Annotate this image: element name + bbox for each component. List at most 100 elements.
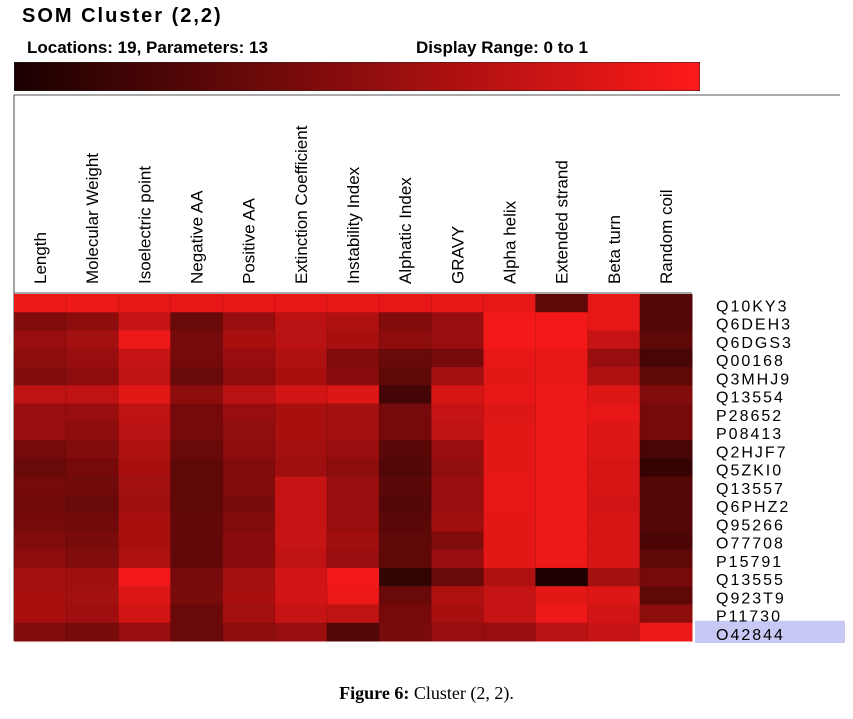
heatmap-cell xyxy=(535,440,589,459)
heatmap-cell xyxy=(326,367,380,386)
heatmap-cell xyxy=(431,476,484,496)
heatmap-cell xyxy=(222,549,276,569)
heatmap-cell xyxy=(274,476,328,496)
heatmap-cell xyxy=(379,330,432,350)
chart-title: SOM Cluster (2,2) xyxy=(22,5,223,27)
heatmap-cell xyxy=(639,330,693,350)
heatmap-cell xyxy=(431,586,484,605)
heatmap-cell xyxy=(118,586,171,605)
heatmap-cell xyxy=(14,567,67,587)
heatmap-cell xyxy=(431,312,484,332)
heatmap-cell xyxy=(274,586,328,605)
heatmap-cell xyxy=(170,294,224,313)
heatmap-cell xyxy=(379,385,432,405)
heatmap-cell xyxy=(379,476,432,496)
heatmap-cell xyxy=(274,458,328,478)
heatmap-cell xyxy=(66,513,119,532)
heatmap-cell xyxy=(587,367,641,386)
heatmap-cell xyxy=(639,421,693,441)
heatmap-cell xyxy=(222,513,276,532)
heatmap-cell xyxy=(483,330,537,350)
heatmap-cell xyxy=(639,458,693,478)
heatmap-cell xyxy=(222,312,276,332)
heatmap-cell xyxy=(483,476,537,496)
heatmap-cell xyxy=(14,458,67,478)
heatmap-cell xyxy=(66,549,119,569)
heatmap-cell xyxy=(379,367,432,386)
heatmap-cell xyxy=(535,494,589,514)
heatmap-cell xyxy=(14,494,67,514)
caption-text: Cluster (2, 2). xyxy=(409,683,514,703)
heatmap-cell xyxy=(118,385,171,405)
heatmap-cell xyxy=(118,403,171,423)
heatmap-cell xyxy=(274,622,328,642)
heatmap-cell xyxy=(483,403,537,423)
heatmap-cell xyxy=(326,348,380,368)
heatmap-cell xyxy=(379,567,432,587)
locations-parameters-text: Locations: 19, Parameters: 13 xyxy=(27,38,268,57)
heatmap-cell xyxy=(326,476,380,496)
heatmap-cell xyxy=(587,294,641,313)
heatmap-cell xyxy=(14,440,67,459)
heatmap-cell xyxy=(66,385,119,405)
heatmap-cell xyxy=(535,330,589,350)
heatmap-cell xyxy=(431,549,484,569)
heatmap-cell xyxy=(66,421,119,441)
heatmap-cell xyxy=(326,294,380,313)
heatmap-cell xyxy=(14,367,67,386)
heatmap-cell xyxy=(483,586,537,605)
heatmap-cell xyxy=(483,604,537,624)
heatmap-cell xyxy=(222,622,276,642)
heatmap-cell xyxy=(639,440,693,459)
heatmap-cell xyxy=(379,604,432,624)
heatmap-cell xyxy=(326,403,380,423)
heatmap-cell xyxy=(118,330,171,350)
row-label: P08413 xyxy=(716,426,783,443)
heatmap-cell xyxy=(326,549,380,569)
heatmap-cell xyxy=(118,494,171,514)
heatmap-cell xyxy=(535,312,589,332)
row-label: Q2HJF7 xyxy=(716,444,788,461)
heatmap-cell xyxy=(535,294,589,313)
heatmap-cell xyxy=(66,312,119,332)
heatmap-cell xyxy=(483,567,537,587)
heatmap-cell xyxy=(535,476,589,496)
heatmap-cell xyxy=(535,421,589,441)
heatmap-cell xyxy=(587,312,641,332)
heatmap-cell xyxy=(326,567,380,587)
heatmap-cell xyxy=(431,348,484,368)
heatmap-cell xyxy=(431,604,484,624)
heatmap-cell xyxy=(222,440,276,459)
heatmap-cell xyxy=(483,440,537,459)
heatmap-cell xyxy=(66,476,119,496)
caption-label: Figure 6: xyxy=(339,683,410,703)
heatmap-cell xyxy=(326,586,380,605)
row-label: Q6DEH3 xyxy=(716,317,792,334)
heatmap-cell xyxy=(274,421,328,441)
heatmap-cell xyxy=(66,367,119,386)
heatmap-cell xyxy=(431,330,484,350)
heatmap-cell xyxy=(326,622,380,642)
row-label: P28652 xyxy=(716,408,783,425)
heatmap-cell xyxy=(118,476,171,496)
column-label: Extinction Coefficient xyxy=(292,125,311,284)
heatmap-cell xyxy=(639,348,693,368)
column-label: Random coil xyxy=(657,190,676,285)
heatmap-cell xyxy=(326,513,380,532)
heatmap-cell xyxy=(483,622,537,642)
heatmap-cell xyxy=(170,513,224,532)
row-label: Q10KY3 xyxy=(716,298,788,315)
heatmap-cell xyxy=(14,294,67,313)
heatmap-cell xyxy=(118,440,171,459)
heatmap-cell xyxy=(587,440,641,459)
heatmap-cell xyxy=(118,348,171,368)
heatmap-cell xyxy=(14,421,67,441)
heatmap-cell xyxy=(274,604,328,624)
heatmap-cell xyxy=(222,294,276,313)
row-label: Q95266 xyxy=(716,517,785,534)
heatmap-cell xyxy=(587,494,641,514)
heatmap-cell xyxy=(639,367,693,386)
figure-caption: Figure 6: Cluster (2, 2). xyxy=(0,683,853,704)
heatmap-cell xyxy=(14,513,67,532)
